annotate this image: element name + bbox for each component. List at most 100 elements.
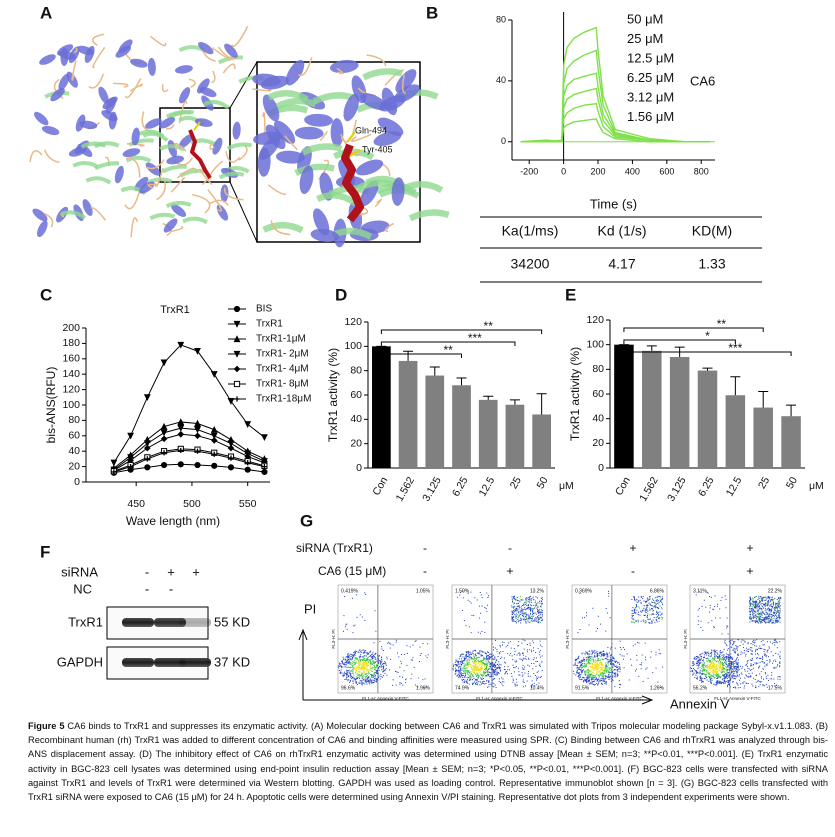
event-dot (374, 673, 376, 675)
event-dot (474, 671, 476, 673)
event-dot (774, 609, 776, 611)
event-dot (760, 603, 762, 605)
event-dot (373, 671, 375, 673)
event-dot (616, 669, 618, 671)
bar (669, 357, 690, 468)
event-dot (542, 602, 544, 604)
event-dot (718, 682, 720, 684)
event-dot (732, 675, 734, 677)
event-dot (765, 604, 767, 606)
quadrant-percent: 13.2% (530, 588, 545, 594)
event-dot (535, 620, 537, 622)
event-dot (735, 670, 737, 672)
event-dot (610, 664, 612, 666)
event-dot (465, 671, 467, 673)
event-dot (371, 658, 373, 660)
event-dot (752, 616, 754, 618)
event-dot (358, 674, 360, 676)
event-dot (479, 684, 481, 686)
event-dot (599, 670, 601, 672)
event-dot (482, 672, 484, 674)
event-dot (763, 644, 765, 646)
event-dot (463, 665, 465, 667)
event-dot (602, 669, 604, 671)
event-dot (467, 659, 469, 661)
event-dot (761, 656, 763, 658)
event-dot (603, 671, 605, 673)
event-dot (775, 603, 777, 605)
event-dot (511, 610, 513, 612)
event-dot (396, 652, 398, 654)
marker (177, 425, 185, 432)
event-dot (591, 653, 593, 655)
event-dot (520, 606, 522, 608)
event-dot (576, 670, 578, 672)
event-dot (601, 659, 603, 661)
event-dot (591, 657, 593, 659)
event-dot (777, 611, 779, 613)
strand (161, 164, 188, 174)
event-dot (699, 662, 701, 664)
event-dot (458, 671, 460, 673)
event-dot (346, 670, 348, 672)
event-dot (648, 618, 650, 620)
event-dot (703, 673, 705, 675)
event-dot (761, 599, 763, 601)
event-dot (606, 671, 608, 673)
event-dot (520, 611, 522, 613)
event-dot (653, 613, 655, 615)
event-dot (516, 614, 518, 616)
event-dot (465, 673, 467, 675)
event-dot (776, 617, 778, 619)
event-dot (597, 667, 599, 669)
event-dot (584, 666, 586, 668)
event-dot (621, 655, 623, 657)
event-dot (525, 618, 527, 620)
event-dot (613, 669, 615, 671)
event-dot (635, 601, 637, 603)
event-dot (517, 600, 519, 602)
event-dot (631, 616, 633, 618)
event-dot (599, 653, 601, 655)
event-dot (692, 671, 694, 673)
event-dot (755, 601, 757, 603)
event-dot (523, 612, 525, 614)
event-dot (595, 665, 597, 667)
event-dot (515, 661, 517, 663)
event-dot (612, 663, 614, 665)
event-dot (472, 650, 474, 652)
event-dot (775, 653, 777, 655)
event-dot (710, 667, 712, 669)
event-dot (400, 663, 402, 665)
event-dot (531, 605, 533, 607)
event-dot (409, 646, 411, 648)
event-dot (720, 672, 722, 674)
event-dot (609, 675, 611, 677)
event-dot (731, 671, 733, 673)
helix (294, 126, 324, 140)
event-dot (345, 661, 347, 663)
event-dot (343, 664, 345, 666)
event-dot (755, 595, 757, 597)
event-dot (720, 667, 722, 669)
event-dot (599, 651, 601, 653)
event-dot (352, 672, 354, 674)
event-dot (722, 678, 724, 680)
helix (329, 59, 359, 74)
event-dot (593, 650, 595, 652)
event-dot (460, 666, 462, 668)
series-line (113, 433, 265, 471)
event-dot (599, 680, 601, 682)
helix (122, 148, 141, 158)
event-dot (532, 608, 534, 610)
event-dot (655, 651, 657, 653)
event-dot (727, 656, 729, 658)
event-dot (346, 669, 348, 671)
event-dot (484, 621, 486, 623)
event-dot (526, 608, 528, 610)
event-dot (760, 612, 762, 614)
event-dot (498, 661, 500, 663)
event-dot (776, 620, 778, 622)
blot-band (179, 658, 211, 667)
event-dot (361, 659, 363, 661)
